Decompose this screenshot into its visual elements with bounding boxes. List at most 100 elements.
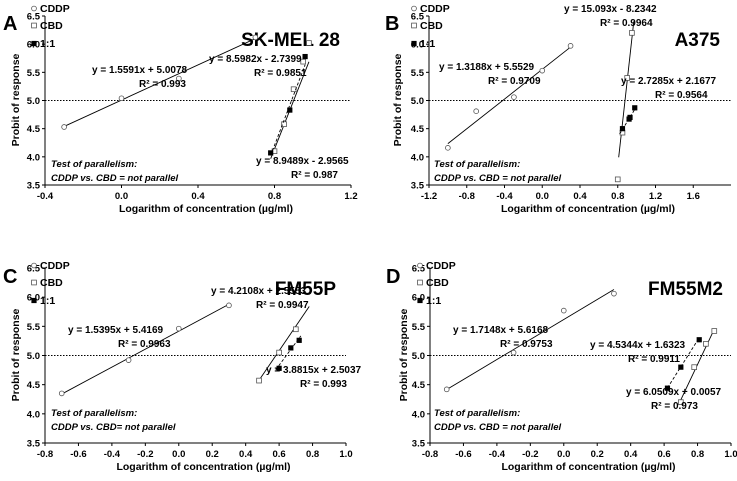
panel-c-y-tick-label: 4.5 bbox=[27, 380, 41, 391]
panel-d-x-tick-label: 1.0 bbox=[724, 449, 737, 460]
panel-c-fit-line-2 bbox=[258, 306, 310, 381]
panel-c-y-tick-label: 6.5 bbox=[27, 264, 41, 275]
panel-a-x-axis-title: Logarithm of concentration (µg/ml) bbox=[119, 203, 293, 215]
panel-c-x-tick-label: -0.8 bbox=[37, 449, 53, 460]
panel-a-y-tick-label: 4.0 bbox=[27, 152, 40, 163]
panel-a-legend-label: CDDP bbox=[40, 3, 70, 15]
panel-b-y-tick-label: 5.5 bbox=[411, 68, 425, 79]
panel-c-point-1 bbox=[125, 357, 132, 363]
panel-c-legend-marker bbox=[31, 297, 37, 304]
panel-c-legend-label: CBD bbox=[40, 277, 63, 289]
panel-d-annotation: R² = 0.9911 bbox=[628, 354, 680, 365]
panel-d-legend-marker bbox=[417, 262, 423, 269]
panel-c-x-axis-title: Logarithm of concentration (µg/ml) bbox=[116, 461, 290, 473]
panel-b-x-tick-label: 1.2 bbox=[649, 191, 662, 202]
panel-b-point-1 bbox=[511, 94, 517, 100]
panel-d-fit-line-2 bbox=[680, 328, 715, 400]
panel-a-point-1 bbox=[176, 75, 182, 82]
panel-c-annotation: R² = 0.9947 bbox=[256, 300, 309, 311]
panel-b-legend-label: CDDP bbox=[420, 3, 450, 15]
panel-b-point-1 bbox=[539, 67, 546, 74]
panel-a-y-axis-title: Probit of response bbox=[10, 53, 22, 146]
panel-a-legend-marker bbox=[31, 22, 37, 29]
panel-d-x-tick-label: -0.6 bbox=[455, 449, 471, 460]
panel-a-y-tick-label: 5.5 bbox=[27, 68, 41, 79]
panel-c-x-tick-label: 1.0 bbox=[339, 449, 352, 460]
panel-a-legend-label: 1:1 bbox=[40, 38, 55, 50]
panel-a-point-2 bbox=[281, 121, 287, 127]
panel-c-legend-marker bbox=[31, 279, 37, 286]
panel-a-y-tick-label: 3.5 bbox=[27, 181, 41, 192]
panel-c-x-tick-label: 0.6 bbox=[273, 449, 286, 460]
panel-c-x-tick-label: -0.2 bbox=[137, 449, 153, 460]
panel-b-annotation: R² = 0.9709 bbox=[488, 76, 541, 87]
panel-c-x-tick-label: 0.2 bbox=[206, 449, 219, 460]
panel-c-fit-line-1 bbox=[61, 303, 230, 395]
panel-c-point-2 bbox=[293, 326, 299, 333]
panel-d-y-tick-label: 5.5 bbox=[412, 322, 426, 333]
panel-b-annotation: R² = 0.9564 bbox=[655, 90, 708, 101]
panel-b-point-2 bbox=[624, 75, 630, 81]
panel-c-point-1 bbox=[175, 325, 182, 332]
panel-b-annotation: y = 15.093x - 8.2342 bbox=[564, 4, 657, 15]
panel-b-annotation: R² = 0.9964 bbox=[600, 18, 653, 29]
panel-d-x-tick-label: -0.2 bbox=[522, 449, 538, 460]
panel-d-x-tick-label: 0.6 bbox=[658, 449, 671, 460]
panel-a-x-tick-label: -0.4 bbox=[37, 191, 54, 202]
panel-d-title: FM55M2 bbox=[648, 279, 723, 300]
panel-b-legend-marker bbox=[411, 40, 417, 47]
panel-d-x-tick-label: -0.8 bbox=[422, 449, 438, 460]
panel-a-annotation: y = 1.5591x + 5.0078 bbox=[92, 65, 188, 76]
panel-b-x-tick-label: 1.6 bbox=[687, 191, 700, 202]
panel-c-y-tick-label: 5.0 bbox=[27, 351, 40, 362]
panel-c-parallelism-note: Test of parallelism: bbox=[51, 408, 137, 419]
panel-d-legend-label: CBD bbox=[426, 277, 449, 289]
panel-b-fit-line-1 bbox=[447, 46, 571, 144]
panel-d-point-1 bbox=[611, 290, 617, 297]
panel-d-annotation: y = 1.7148x + 5.6168 bbox=[453, 325, 549, 336]
panel-d-y-tick-label: 6.5 bbox=[412, 264, 426, 275]
panel-c-x-tick-label: 0.0 bbox=[172, 449, 185, 460]
panel-d-x-tick-label: -0.4 bbox=[489, 449, 506, 460]
panel-a-x-tick-label: 1.2 bbox=[344, 191, 357, 202]
panel-d-y-tick-label: 5.0 bbox=[412, 351, 425, 362]
panel-a-title: SK-MEL 28 bbox=[241, 30, 340, 51]
panel-d-parallelism-note: Test of parallelism: bbox=[434, 408, 520, 419]
panel-b-annotation: y = 2.7285x + 2.1677 bbox=[621, 76, 717, 87]
panel-c-annotation: y = 1.5395x + 5.4169 bbox=[68, 325, 164, 336]
panel-b-y-axis-title: Probit of response bbox=[392, 53, 404, 146]
panel-d-x-tick-label: 0.2 bbox=[591, 449, 604, 460]
panel-d-x-tick-label: 0.0 bbox=[557, 449, 570, 460]
panel-d-point-3 bbox=[664, 385, 671, 391]
panel-c-point-2 bbox=[256, 377, 262, 384]
panel-b-x-tick-label: -0.4 bbox=[496, 191, 513, 202]
panel-c-y-tick-label: 3.5 bbox=[27, 439, 41, 450]
panel-c-legend-label: 1:1 bbox=[40, 295, 55, 307]
panel-c-annotation: y = 4.2108x + 2.5553 bbox=[211, 286, 307, 297]
panel-a-y-tick-label: 4.5 bbox=[27, 124, 41, 135]
panel-a-x-tick-label: 0.4 bbox=[191, 191, 205, 202]
panel-a-annotation: R² = 0.9851 bbox=[254, 68, 307, 79]
panel-d-legend-marker bbox=[417, 279, 423, 286]
panel-d-y-tick-label: 4.0 bbox=[412, 409, 425, 420]
panel-b-y-tick-label: 6.5 bbox=[411, 12, 425, 23]
panel-b-title: A375 bbox=[675, 30, 721, 51]
panel-d-fit-line-1 bbox=[446, 289, 615, 390]
panel-a-point-1 bbox=[61, 124, 67, 130]
panel-a-fit-line-1 bbox=[63, 38, 256, 127]
panel-c-x-tick-label: -0.6 bbox=[70, 449, 86, 460]
panel-d-point-1 bbox=[560, 307, 567, 314]
panel-a-parallelism-note: Test of parallelism: bbox=[51, 159, 137, 170]
panel-c-y-axis-title: Probit of response bbox=[10, 308, 22, 401]
panel-a-legend-marker bbox=[31, 40, 37, 47]
panel-a-legend-label: CBD bbox=[40, 20, 63, 32]
panel-b-legend-marker bbox=[411, 22, 417, 29]
panel-d-x-tick-label: 0.8 bbox=[691, 449, 704, 460]
panel-c-annotation: R² = 0.9963 bbox=[118, 339, 171, 350]
panel-d-x-tick-label: 0.4 bbox=[624, 449, 638, 460]
panel-c-annotation: R² = 0.993 bbox=[300, 379, 347, 390]
panel-a-parallelism-note: CDDP vs. CBD = not parallel bbox=[51, 173, 178, 184]
panel-b-point-3 bbox=[627, 114, 633, 120]
panel-d-point-2 bbox=[691, 364, 698, 370]
